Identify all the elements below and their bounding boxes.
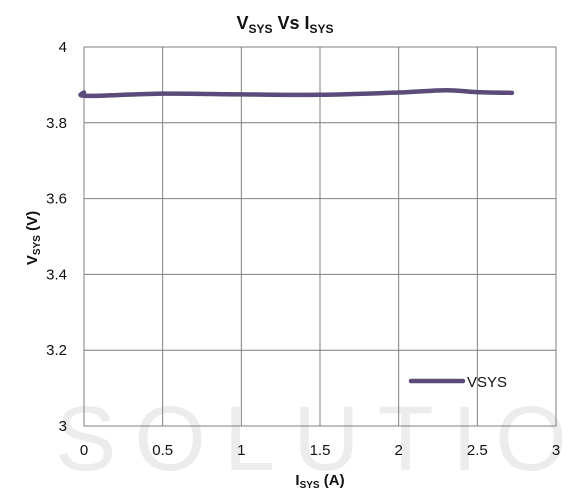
title-mid: Vs I bbox=[272, 13, 309, 33]
title-v: V bbox=[236, 13, 248, 33]
ylabel-main: V bbox=[24, 255, 41, 265]
svg-text:SOLUTIONS: SOLUTIONS bbox=[55, 388, 569, 490]
y-tick-label-2: 3.4 bbox=[46, 266, 67, 283]
xlabel-tail: (A) bbox=[320, 472, 345, 489]
x-tick-label-4: 2 bbox=[394, 442, 402, 459]
y-tick-label-1: 3.2 bbox=[46, 342, 67, 359]
title-v-sub: SYS bbox=[248, 22, 272, 36]
y-axis-label: VSYS (V) bbox=[24, 211, 43, 265]
x-tick-label-2: 1 bbox=[237, 442, 245, 459]
x-axis-label: ISYS (A) bbox=[295, 472, 344, 491]
tick-labels: 0 0.5 1 1.5 2 2.5 3 3 3.2 3.4 3.6 3.8 4 bbox=[46, 39, 560, 459]
plot-border bbox=[83, 46, 557, 427]
x-tick-label-5: 2.5 bbox=[467, 442, 488, 459]
y-tick-label-5: 4 bbox=[59, 39, 67, 56]
y-tick-label-4: 3.8 bbox=[46, 115, 67, 132]
title-i-sub: SYS bbox=[310, 22, 334, 36]
y-tick-label-0: 3 bbox=[59, 418, 67, 435]
legend: VSYS bbox=[408, 374, 507, 391]
watermark-logo: SOLUTIONS bbox=[55, 388, 569, 490]
plot-frame bbox=[83, 46, 557, 427]
y-tick-label-3: 3.6 bbox=[46, 191, 67, 208]
x-tick-label-1: 0.5 bbox=[152, 442, 173, 459]
legend-label-vsys: VSYS bbox=[467, 374, 507, 391]
x-tick-label-6: 3 bbox=[552, 442, 560, 459]
ylabel-tail: (V) bbox=[24, 211, 41, 235]
x-tick-label-0: 0 bbox=[80, 442, 88, 459]
xlabel-main: I bbox=[295, 472, 299, 489]
x-tick-label-3: 1.5 bbox=[310, 442, 331, 459]
ylabel-sub: SYS bbox=[32, 235, 43, 255]
chart-title: VSYS Vs ISYS bbox=[236, 13, 333, 36]
grid bbox=[83, 46, 557, 427]
series-line-vsys bbox=[78, 87, 515, 99]
series-layer bbox=[78, 87, 515, 99]
xlabel-sub: SYS bbox=[300, 480, 320, 491]
